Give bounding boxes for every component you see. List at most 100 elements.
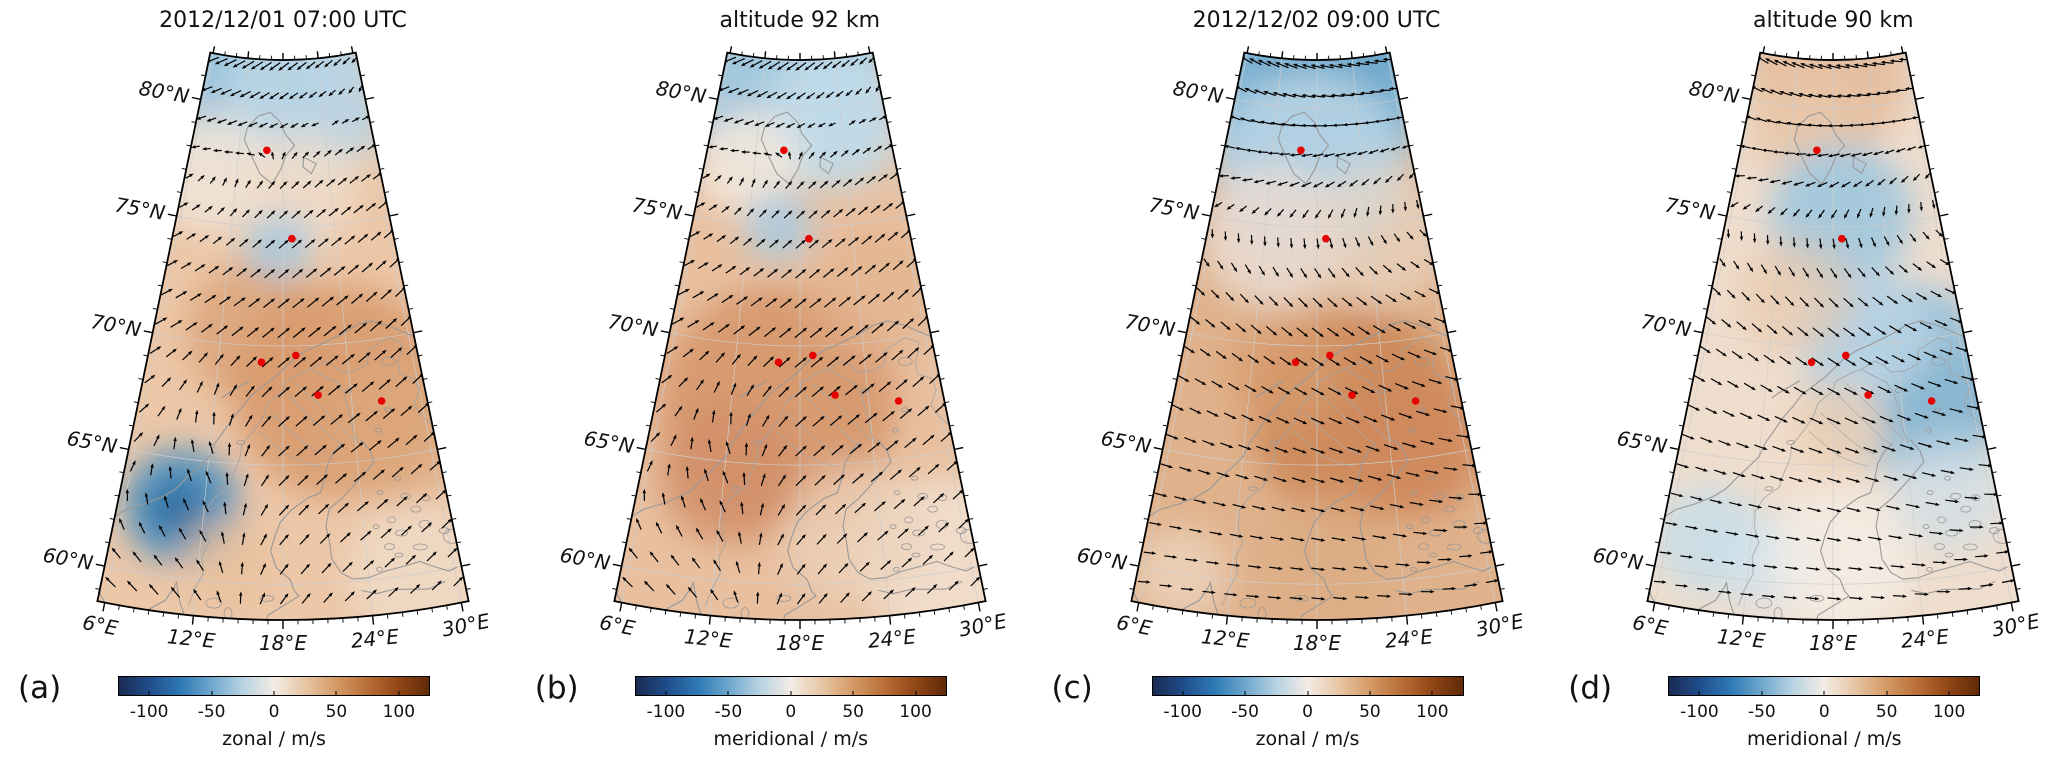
lake	[753, 440, 762, 445]
lat-tick	[1398, 96, 1408, 100]
wind-arrow-head	[857, 443, 862, 448]
wind-arrow-head	[1256, 565, 1262, 569]
wind-arrow-shaft	[1716, 348, 1724, 355]
wind-arrow-head	[736, 353, 741, 359]
wind-arrow-head	[1447, 557, 1452, 562]
wind-arrow-shaft	[282, 92, 289, 98]
wind-arrow-shaft	[917, 407, 927, 417]
wind-arrow-head	[841, 238, 846, 243]
wind-arrow-head	[1375, 448, 1380, 452]
wind-arrow-head	[264, 503, 269, 509]
wind-arrow-head	[1210, 323, 1215, 328]
wind-arrow-head	[1290, 123, 1295, 127]
wind-arrow-head	[721, 235, 726, 239]
wind-arrow-shaft	[1292, 181, 1300, 186]
river	[775, 431, 837, 467]
graticule-meridian	[834, 58, 890, 616]
wind-arrow-shaft	[1380, 234, 1385, 241]
wind-arrow-shaft	[1415, 199, 1418, 205]
wind-arrow-head	[722, 470, 726, 476]
wind-arrow-shaft	[701, 501, 706, 511]
wind-arrow-head	[223, 62, 229, 66]
wind-arrow-head	[782, 474, 786, 479]
wind-arrow-head	[802, 327, 807, 332]
lon-tick	[1922, 615, 1925, 625]
wind-arrow-head	[283, 181, 288, 186]
wind-arrow-head	[1751, 386, 1757, 391]
wind-arrow-shaft	[808, 154, 813, 159]
wind-arrow-head	[168, 465, 172, 471]
wind-arrow-shaft	[350, 86, 355, 91]
wind-arrow-shaft	[277, 300, 287, 309]
wind-arrow-head	[119, 518, 123, 523]
wind-arrow-head	[1828, 154, 1833, 158]
lat-tick	[167, 213, 177, 217]
wind-arrow-shaft	[1961, 376, 1972, 380]
wind-arrow-head	[309, 209, 314, 214]
wind-arrow-head	[1431, 351, 1437, 355]
wind-arrow-head	[699, 379, 704, 384]
wind-arrow-shaft	[1202, 258, 1208, 264]
wind-arrow-head	[1974, 496, 1980, 500]
wind-arrow-head	[838, 208, 844, 213]
wind-arrow-head	[1447, 438, 1453, 442]
wind-arrow-shaft	[429, 462, 439, 471]
wind-arrow-head	[314, 297, 320, 302]
wind-arrow-head	[1802, 390, 1807, 395]
lon-tick	[962, 605, 965, 610]
wind-arrow-shaft	[823, 299, 834, 308]
wind-arrow-shaft	[1393, 146, 1400, 150]
wind-arrow-shaft	[293, 359, 304, 368]
lat-tick	[684, 237, 689, 240]
wind-arrow-shaft	[334, 150, 341, 156]
wind-arrow-head	[268, 386, 273, 391]
wind-arrow-shaft	[1245, 178, 1252, 181]
lon-tick	[1135, 602, 1139, 612]
wind-arrow-head	[1210, 442, 1215, 446]
map-clipped-content	[1130, 52, 1503, 620]
wind-arrow-head	[1319, 64, 1324, 68]
wind-arrow-shaft	[1330, 507, 1341, 511]
wind-arrow-head	[811, 181, 817, 186]
coastline	[818, 156, 834, 175]
wind-arrow-head	[725, 440, 729, 446]
wind-arrow-shaft	[697, 263, 706, 270]
wind-arrow-head	[1162, 493, 1168, 497]
lake	[929, 543, 945, 551]
wind-arrow-head	[432, 551, 437, 556]
wind-arrow-head	[1274, 62, 1280, 66]
wind-arrow-shaft	[1697, 588, 1706, 590]
wind-arrow-shaft	[1722, 410, 1732, 416]
wind-arrow-head	[1749, 267, 1754, 273]
lon-tick	[679, 612, 681, 617]
wind-arrow-head	[200, 174, 205, 180]
wind-arrow-shaft	[1433, 408, 1444, 412]
wind-arrow-shaft	[1339, 180, 1346, 186]
wind-arrow-shaft	[1740, 593, 1750, 596]
lake	[1950, 492, 1962, 500]
wind-arrow-shaft	[1285, 94, 1295, 98]
wind-arrow-shaft	[740, 88, 749, 94]
wind-arrow-shaft	[938, 524, 947, 533]
wind-arrow-shaft	[252, 241, 260, 248]
wind-arrow-head	[1251, 209, 1256, 214]
wind-arrow-shaft	[1257, 90, 1266, 96]
wind-arrow-shaft	[646, 464, 651, 472]
wind-arrow-shaft	[302, 183, 309, 189]
wind-arrow-head	[1898, 535, 1904, 540]
wind-arrow-shaft	[203, 503, 209, 513]
wind-arrow-head	[787, 298, 792, 303]
wind-arrow-head	[1196, 410, 1202, 414]
wind-arrow-head	[1773, 565, 1778, 569]
wind-arrow-shaft	[426, 553, 435, 562]
colorbar-tick-mark	[211, 691, 213, 696]
wind-arrow-head	[241, 297, 246, 302]
wind-arrow-head	[875, 293, 880, 298]
wind-arrow-head	[1924, 415, 1930, 419]
wind-arrow-head	[269, 66, 274, 71]
wind-arrow-shaft	[1315, 153, 1324, 157]
wind-arrow-head	[796, 124, 801, 129]
wind-arrow-shaft	[762, 358, 772, 368]
wind-arrow-shaft	[1423, 258, 1431, 264]
wind-arrow-shaft	[332, 445, 343, 455]
